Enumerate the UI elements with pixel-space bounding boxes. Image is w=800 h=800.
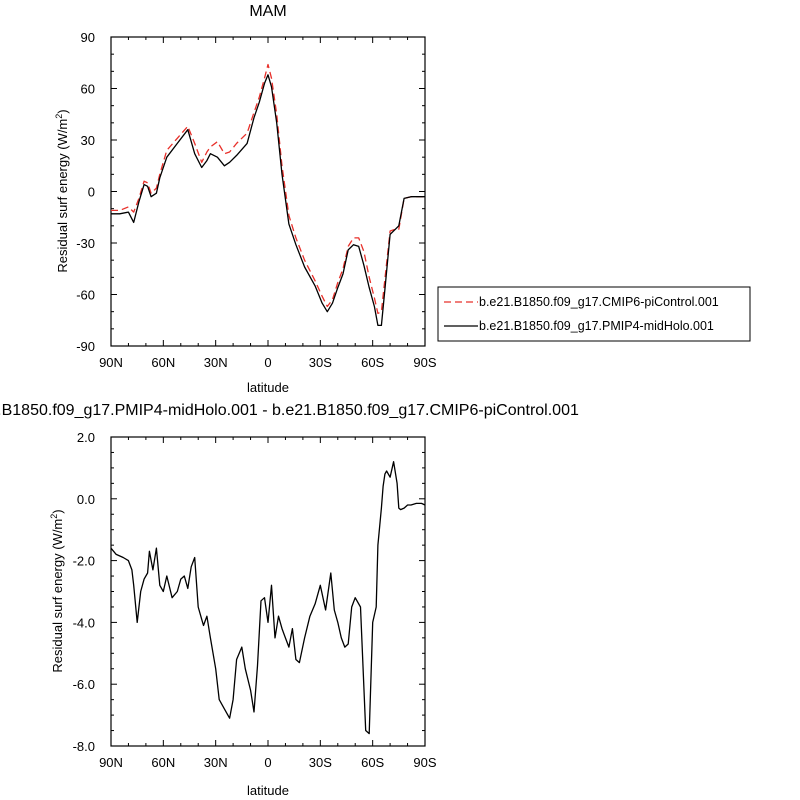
- top-x-axis-label: latitude: [247, 380, 289, 395]
- top-x-ticks: 90N 60N 30N 0 30S 60S 90S: [99, 37, 437, 370]
- top-x-tick-label: 90N: [99, 355, 123, 370]
- bottom-x-tick-label: 60N: [151, 755, 175, 770]
- top-x-tick-label: 30N: [204, 355, 228, 370]
- bottom-x-tick-label: 60S: [361, 755, 384, 770]
- top-y-tick-label: -30: [76, 236, 95, 251]
- bottom-x-tick-label: 0: [264, 755, 271, 770]
- top-y-ticks: 90 60 30 0 -30 -60 -90: [76, 30, 425, 354]
- bottom-x-tick-label: 90S: [413, 755, 436, 770]
- top-y-tick-label: -90: [76, 339, 95, 354]
- bottom-y-tick-label: 2.0: [77, 430, 95, 445]
- top-series-lines: [111, 63, 425, 327]
- top-chart: MAM 90N 60N 30N 0 30S 60S 90S 90 60 30 0 -30 -60 -90…: [54, 3, 437, 395]
- top-series-line-1: [111, 74, 425, 327]
- top-x-tick-label: 90S: [413, 355, 436, 370]
- bottom-chart-title: b.e21.B1850.f09_g17.PMIP4-midHolo.001 - …: [0, 402, 579, 419]
- bottom-x-tick-label: 30N: [204, 755, 228, 770]
- top-series-line-0: [111, 63, 425, 315]
- bottom-y-tick-label: 0.0: [77, 492, 95, 507]
- top-y-tick-label: 90: [81, 30, 95, 45]
- top-x-tick-label: 30S: [309, 355, 332, 370]
- top-x-tick-label: 60N: [151, 355, 175, 370]
- top-plot-frame: [110, 36, 426, 347]
- legend: b.e21.B1850.f09_g17.CMIP6-piControl.001 …: [437, 286, 751, 342]
- top-y-tick-label: 60: [81, 82, 95, 97]
- top-y-axis-label: Residual surf energy (W/m2): [54, 109, 70, 272]
- bottom-x-tick-label: 30S: [309, 755, 332, 770]
- bottom-x-ticks: 90N 60N 30N 0 30S 60S 90S: [99, 437, 437, 770]
- bottom-y-tick-label: -4.0: [73, 615, 95, 630]
- bottom-y-axis-label: Residual surf energy (W/m2): [49, 509, 65, 672]
- bottom-y-ticks: 2.0 0.0 -2.0 -4.0 -6.0 -8.0: [73, 430, 425, 754]
- top-y-tick-label: 30: [81, 133, 95, 148]
- bottom-series-lines: [110, 461, 426, 735]
- legend-box: [437, 286, 751, 342]
- top-x-tick-label: 0: [264, 355, 271, 370]
- bottom-plot-frame: [110, 436, 426, 747]
- bottom-y-tick-label: -8.0: [73, 739, 95, 754]
- top-y-tick-label: -60: [76, 288, 95, 303]
- bottom-y-tick-label: -6.0: [73, 677, 95, 692]
- bottom-x-tick-label: 90N: [99, 755, 123, 770]
- bottom-chart: b.e21.B1850.f09_g17.PMIP4-midHolo.001 - …: [0, 402, 579, 798]
- top-x-tick-label: 60S: [361, 355, 384, 370]
- legend-label-picontrol: b.e21.B1850.f09_g17.CMIP6-piControl.001: [479, 295, 719, 309]
- bottom-x-axis-label: latitude: [247, 783, 289, 798]
- top-chart-title: MAM: [249, 3, 286, 20]
- bottom-y-tick-label: -2.0: [73, 554, 95, 569]
- legend-label-midholo: b.e21.B1850.f09_g17.PMIP4-midHolo.001: [479, 319, 714, 333]
- bottom-series-line-0: [110, 461, 426, 735]
- top-y-tick-label: 0: [88, 185, 95, 200]
